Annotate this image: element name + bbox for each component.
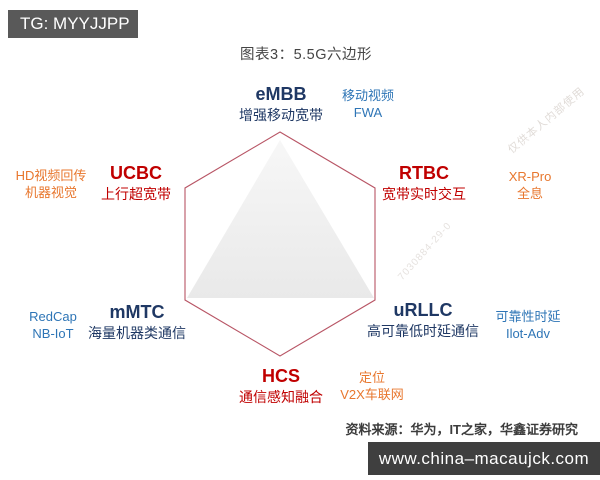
annotation-line: XR-Pro — [508, 169, 552, 184]
vertex-abbr: mMTC — [109, 302, 165, 322]
hexagon-outline — [184, 131, 376, 357]
annotation-mmtc: RedCap NB-IoT — [0, 308, 108, 342]
annotation-line: HD视频回传 — [15, 168, 87, 183]
vertex-abbr: UCBC — [110, 163, 162, 183]
vertex-mmtc: mMTC 海量机器类通信 — [62, 302, 212, 342]
annotation-embb: 移动视频 FWA — [313, 87, 423, 121]
vertex-name: 宽带实时交互 — [382, 186, 466, 202]
tag-bar-label: TG: MYYJJPP — [20, 14, 130, 33]
vertex-name: 通信感知融合 — [239, 389, 323, 405]
annotation-line: 可靠性时延 — [495, 309, 561, 324]
vertex-urllc: uRLLC 高可靠低时延通信 — [348, 300, 498, 340]
website-url: www.china–macaujck.com — [378, 449, 590, 468]
figure-title: 图表3：5.5G六边形 — [240, 47, 372, 63]
annotation-line: 移动视频 — [341, 88, 394, 103]
annotation-line: Ilot-Adv — [505, 326, 551, 341]
vertex-abbr: HCS — [261, 366, 300, 386]
annotation-urllc: 可靠性时延 Ilot-Adv — [473, 308, 583, 342]
vertex-name: 上行超宽带 — [101, 186, 171, 202]
vertex-hcs: HCS 通信感知融合 — [206, 366, 356, 406]
vertex-name: 增强移动宽带 — [239, 107, 323, 123]
tag-bar: TG: MYYJJPP — [8, 10, 138, 38]
source-attribution: 资料来源：华为，IT之家，华鑫证券研究 — [345, 422, 578, 437]
annotation-line: RedCap — [29, 309, 77, 324]
annotation-line: 全息 — [516, 186, 543, 201]
vertex-embb: eMBB 增强移动宽带 — [206, 84, 356, 124]
annotation-line: V2X车联网 — [340, 387, 404, 402]
annotation-line: NB-IoT — [32, 326, 74, 341]
annotation-ucbc: HD视频回传 机器视觉 — [0, 167, 106, 201]
vertex-name: 海量机器类通信 — [88, 325, 186, 341]
website-bar: www.china–macaujck.com — [368, 442, 600, 475]
vertex-name: 高可靠低时延通信 — [367, 323, 479, 339]
annotation-line: 机器视觉 — [24, 185, 77, 200]
vertex-rtbc: RTBC 宽带实时交互 — [349, 163, 499, 203]
triangle-shape — [187, 140, 374, 298]
vertex-abbr: uRLLC — [393, 300, 453, 320]
annotation-rtbc: XR-Pro 全息 — [475, 168, 585, 202]
annotation-line: FWA — [353, 105, 383, 120]
vertex-abbr: eMBB — [255, 84, 307, 104]
vertex-ucbc: UCBC 上行超宽带 — [61, 163, 211, 203]
annotation-line: 定位 — [358, 370, 385, 385]
vertex-abbr: RTBC — [399, 163, 449, 183]
annotation-hcs: 定位 V2X车联网 — [317, 369, 427, 403]
